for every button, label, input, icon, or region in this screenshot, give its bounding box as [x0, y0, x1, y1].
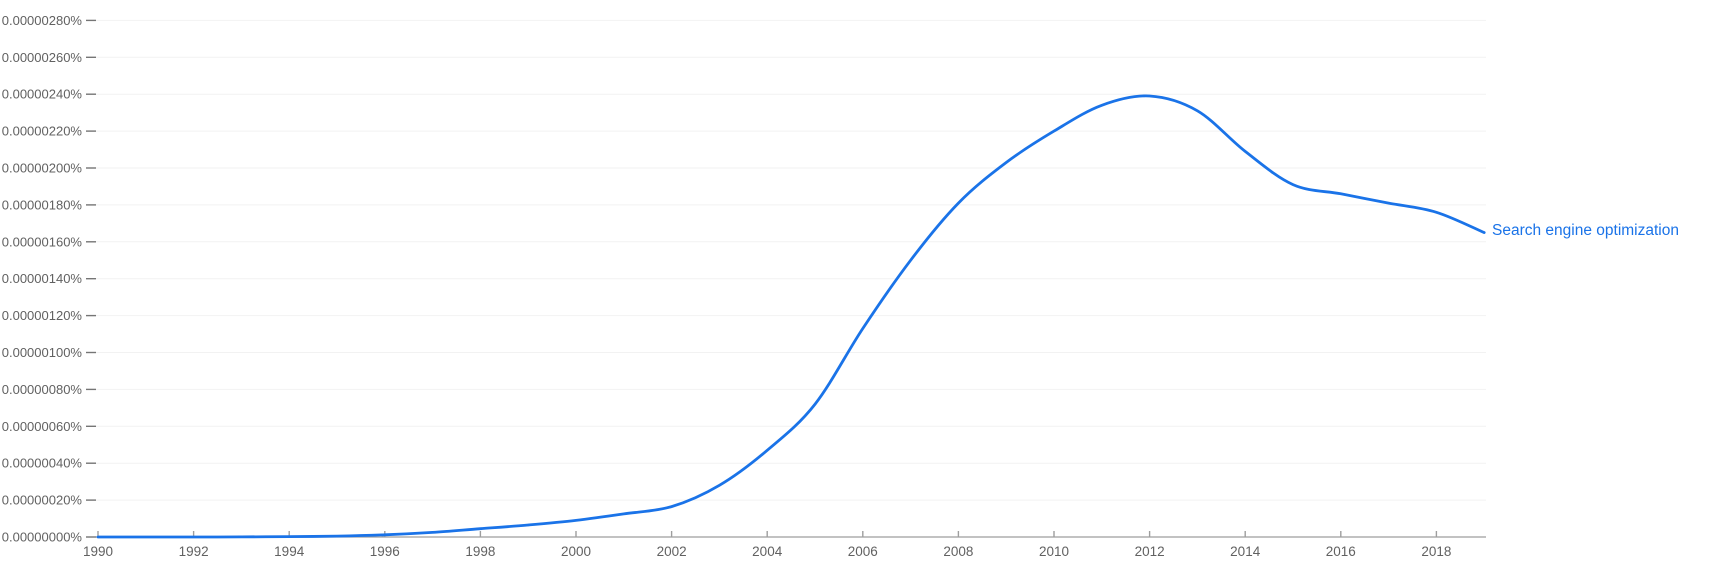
x-axis-tick-label: 2004 — [752, 544, 783, 559]
y-axis-tick-label: 0.00000260% — [2, 50, 83, 65]
y-axis-tick-label: 0.00000180% — [2, 197, 83, 212]
x-axis-tick-label: 2018 — [1421, 544, 1451, 559]
x-axis-tick-label: 1996 — [370, 544, 400, 559]
x-axis-tick-label: 2002 — [657, 544, 687, 559]
x-axis-tick-label: 2012 — [1135, 544, 1165, 559]
x-axis-tick-label: 2014 — [1230, 544, 1261, 559]
x-axis-tick-label: 2006 — [848, 544, 878, 559]
x-axis-tick-label: 2008 — [943, 544, 973, 559]
y-axis-tick-label: 0.00000100% — [2, 345, 83, 360]
series-line-search-engine-optimization[interactable] — [96, 94, 1486, 539]
x-axis-tick-label: 2000 — [561, 544, 591, 559]
x-axis-tick-label: 2010 — [1039, 544, 1069, 559]
y-axis-tick-label: 0.00000160% — [2, 234, 83, 249]
y-axis-tick-label: 0.00000040% — [2, 456, 83, 471]
y-axis-tick-label: 0.00000280% — [2, 13, 83, 28]
x-axis-tick-label: 1998 — [465, 544, 495, 559]
y-axis-tick-label: 0.00000000% — [2, 530, 83, 545]
y-axis-tick-label: 0.00000020% — [2, 493, 83, 508]
x-axis-tick-label: 2016 — [1326, 544, 1356, 559]
y-axis-tick-label: 0.00000060% — [2, 419, 83, 434]
y-axis-tick-label: 0.00000140% — [2, 271, 83, 286]
y-axis-tick-label: 0.00000220% — [2, 124, 83, 139]
x-axis-tick-label: 1992 — [179, 544, 209, 559]
y-axis-tick-label: 0.00000200% — [2, 161, 83, 176]
x-axis-tick-label: 1990 — [83, 544, 113, 559]
x-axis-tick-label: 1994 — [274, 544, 305, 559]
series-label-search-engine-optimization[interactable]: Search engine optimization — [1492, 222, 1679, 239]
y-axis-tick-label: 0.00000080% — [2, 382, 83, 397]
y-axis-tick-label: 0.00000240% — [2, 87, 83, 102]
y-axis-tick-label: 0.00000120% — [2, 308, 83, 323]
